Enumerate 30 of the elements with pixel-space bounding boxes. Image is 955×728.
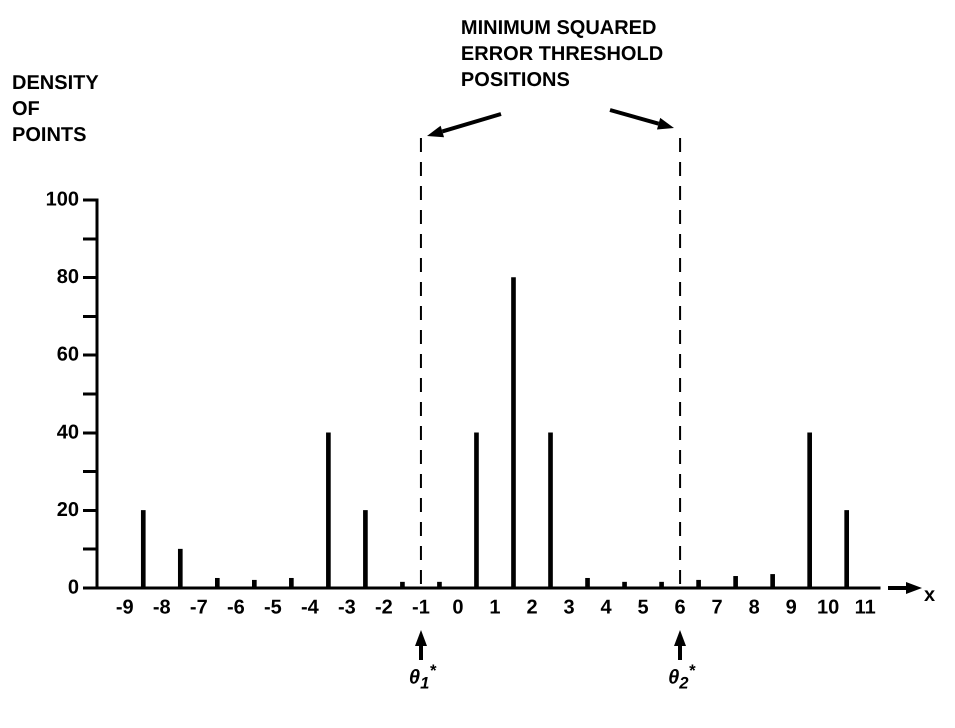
x-tick-label: 0 bbox=[452, 596, 464, 619]
x-axis-title: x bbox=[924, 583, 936, 608]
x-tick-label: -4 bbox=[300, 596, 320, 619]
x-tick-label: 8 bbox=[748, 596, 760, 619]
x-tick-label: -9 bbox=[116, 596, 134, 619]
x-tick-label: -3 bbox=[338, 596, 356, 619]
y-tick-label: 40 bbox=[56, 421, 79, 444]
x-tick-label: -6 bbox=[226, 596, 245, 619]
y-tick-label: 100 bbox=[46, 188, 79, 211]
y-tick-label: 60 bbox=[56, 344, 79, 366]
text: MINIMUM SQUARED ERROR THRESHOLD POSITIONS bbox=[460, 16, 664, 93]
x-tick-label: -8 bbox=[152, 596, 171, 619]
x-tick-label: -5 bbox=[264, 596, 282, 619]
x-tick-label: 11 bbox=[854, 596, 876, 619]
x-tick-label: -2 bbox=[375, 596, 393, 619]
y-tick-label: 80 bbox=[56, 266, 79, 288]
x-tick-label: -1 bbox=[412, 596, 430, 619]
y-tick-label: 0 bbox=[68, 576, 79, 599]
x-tick-label: 7 bbox=[712, 596, 723, 619]
x-tick-label: 4 bbox=[600, 596, 612, 619]
x-tick-label: -7 bbox=[190, 596, 208, 619]
x-tick-label: 5 bbox=[638, 596, 649, 619]
y-tick-label: 20 bbox=[56, 498, 79, 521]
y-axis-title: DENSITY OF POINTS bbox=[12, 71, 100, 148]
x-tick-label: 9 bbox=[786, 596, 797, 619]
x-tick-label: 6 bbox=[674, 596, 686, 619]
x-tick-label: 2 bbox=[526, 596, 538, 619]
x-tick-label: 3 bbox=[563, 596, 575, 619]
x-tick-label: 1 bbox=[489, 596, 501, 619]
x-tick-label: 10 bbox=[817, 596, 840, 619]
